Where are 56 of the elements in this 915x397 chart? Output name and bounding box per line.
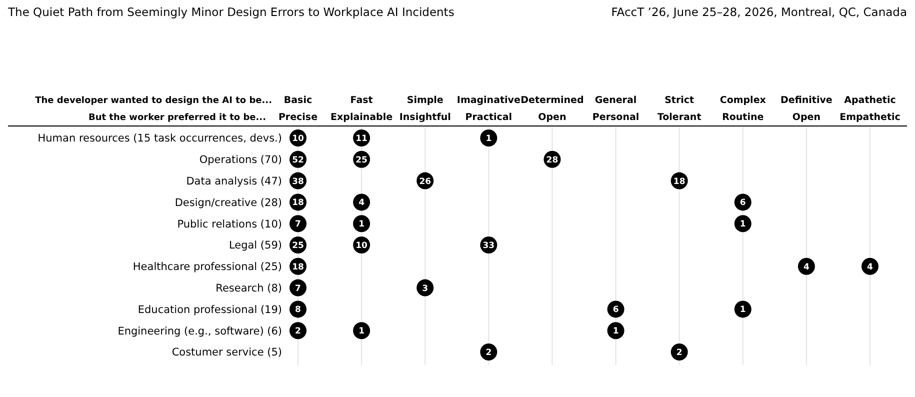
x-tick-label: Fast Explainable xyxy=(330,95,393,123)
y-tick-label: Data analysis (47) xyxy=(186,175,282,188)
data-label: 18 xyxy=(292,198,304,208)
data-label: 25 xyxy=(356,155,368,166)
data-label: 1 xyxy=(612,326,619,337)
x-tick-label: General Personal xyxy=(592,95,640,123)
data-label: 1 xyxy=(740,305,746,316)
y-tick-label: Healthcare professional (25) xyxy=(132,261,282,274)
data-label: 7 xyxy=(295,284,302,294)
data-label: 6 xyxy=(740,198,746,208)
data-label: 18 xyxy=(673,176,686,187)
data-label: 52 xyxy=(292,155,304,166)
data-label: 11 xyxy=(356,134,368,144)
y-tick-label: Human resources (15 task occurrences, devs.) xyxy=(38,132,282,145)
y-tick-label: Research (8) xyxy=(216,282,282,294)
data-label: 4 xyxy=(867,262,874,272)
x2-axis-title: But the worker preferred it to be... xyxy=(88,113,266,123)
data-label: 10 xyxy=(356,240,368,251)
data-label: 4 xyxy=(803,262,810,272)
data-label: 33 xyxy=(482,240,495,251)
y-tick-label: Engineering (e.g., software) (6) xyxy=(118,325,282,338)
data-label: 8 xyxy=(295,305,302,316)
text: FAccT ’26, June 25–28, 2026, Montreal, QC, Canada xyxy=(611,5,907,19)
x-tick-label: Apathetic Empathetic xyxy=(840,95,900,123)
y-tick-label: Operations (70) xyxy=(199,154,282,166)
x-axis-title: The developer wanted to design the AI to be... xyxy=(35,96,272,106)
x-tick-label: Basic Precise xyxy=(278,95,318,123)
data-label: 2 xyxy=(486,348,492,358)
x-tick-label: Complex Routine xyxy=(720,95,766,123)
data-label: 3 xyxy=(422,284,428,294)
x-tick-label: Imaginative Practical xyxy=(456,95,520,123)
text: The Quiet Path from Seemingly Minor Design Errors to Workplace AI Incidents xyxy=(7,5,454,19)
x-tick-label: Determined Open xyxy=(520,95,584,123)
data-label: 28 xyxy=(546,155,558,166)
data-label: 25 xyxy=(292,240,304,251)
x-tick-label: Simple Insightful xyxy=(399,95,451,123)
data-label: 4 xyxy=(358,198,365,208)
y-tick-label: Education professional (19) xyxy=(138,304,282,316)
data-label: 2 xyxy=(676,348,682,358)
data-label: 2 xyxy=(295,326,302,337)
data-label: 10 xyxy=(292,134,304,144)
data-label: 1 xyxy=(486,134,492,144)
data-label: 38 xyxy=(292,176,304,187)
y-tick-label: Legal (59) xyxy=(228,240,282,252)
data-label: 1 xyxy=(740,220,746,230)
data-label: 7 xyxy=(295,220,302,230)
y-tick-label: Public relations (10) xyxy=(177,218,282,230)
data-label: 1 xyxy=(358,326,365,337)
data-label: 26 xyxy=(419,176,432,187)
data-label: 1 xyxy=(358,220,365,230)
data-label: 6 xyxy=(612,305,619,316)
data-label: 18 xyxy=(292,262,304,272)
x-tick-label: Strict Tolerant xyxy=(657,95,702,123)
y-tick-label: Design/creative (28) xyxy=(174,196,282,209)
y-tick-label: Costumer service (5) xyxy=(172,346,282,359)
x-tick-label: Definitive Open xyxy=(780,95,832,123)
